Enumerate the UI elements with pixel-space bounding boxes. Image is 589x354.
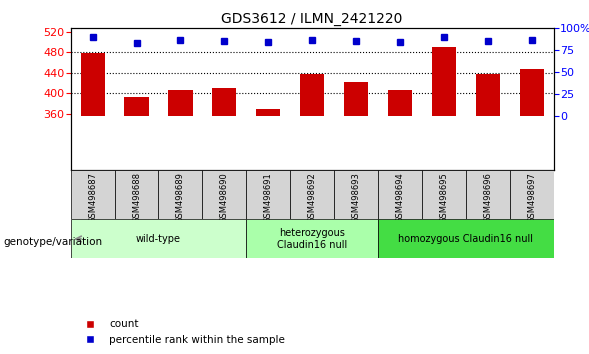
Bar — [256, 109, 280, 116]
Text: wild-type: wild-type — [136, 234, 181, 244]
Bar — [81, 53, 105, 116]
Text: GSM498694: GSM498694 — [395, 172, 405, 223]
Bar — [334, 170, 378, 219]
Bar — [212, 88, 236, 116]
Bar — [71, 170, 115, 219]
Bar — [422, 170, 466, 219]
Bar — [432, 47, 456, 116]
Bar — [246, 219, 378, 258]
Bar — [476, 74, 500, 116]
Text: homozygous Claudin16 null: homozygous Claudin16 null — [398, 234, 534, 244]
Bar — [300, 74, 324, 116]
Text: GSM498693: GSM498693 — [352, 172, 360, 223]
Text: heterozygous
Claudin16 null: heterozygous Claudin16 null — [277, 228, 348, 250]
Bar — [519, 69, 544, 116]
Bar — [158, 170, 203, 219]
Bar — [344, 82, 368, 116]
Text: GSM498697: GSM498697 — [527, 172, 536, 223]
Bar — [168, 90, 193, 116]
Text: GSM498688: GSM498688 — [132, 172, 141, 223]
Bar — [71, 219, 246, 258]
Bar — [388, 90, 412, 116]
Text: GSM498691: GSM498691 — [264, 172, 273, 223]
Bar — [509, 170, 554, 219]
Text: GSM498690: GSM498690 — [220, 172, 229, 223]
Bar — [378, 219, 554, 258]
Title: GDS3612 / ILMN_2421220: GDS3612 / ILMN_2421220 — [221, 12, 403, 26]
Text: GSM498689: GSM498689 — [176, 172, 185, 223]
Bar — [203, 170, 246, 219]
Text: GSM498696: GSM498696 — [484, 172, 492, 223]
Bar — [466, 170, 509, 219]
Bar — [378, 170, 422, 219]
Text: GSM498687: GSM498687 — [88, 172, 97, 223]
Bar — [115, 170, 158, 219]
Bar — [246, 170, 290, 219]
Bar — [290, 170, 334, 219]
Bar — [124, 97, 148, 116]
Text: GSM498692: GSM498692 — [307, 172, 317, 223]
Text: GSM498695: GSM498695 — [439, 172, 448, 223]
Legend: count, percentile rank within the sample: count, percentile rank within the sample — [76, 315, 289, 349]
Text: genotype/variation: genotype/variation — [3, 238, 102, 247]
